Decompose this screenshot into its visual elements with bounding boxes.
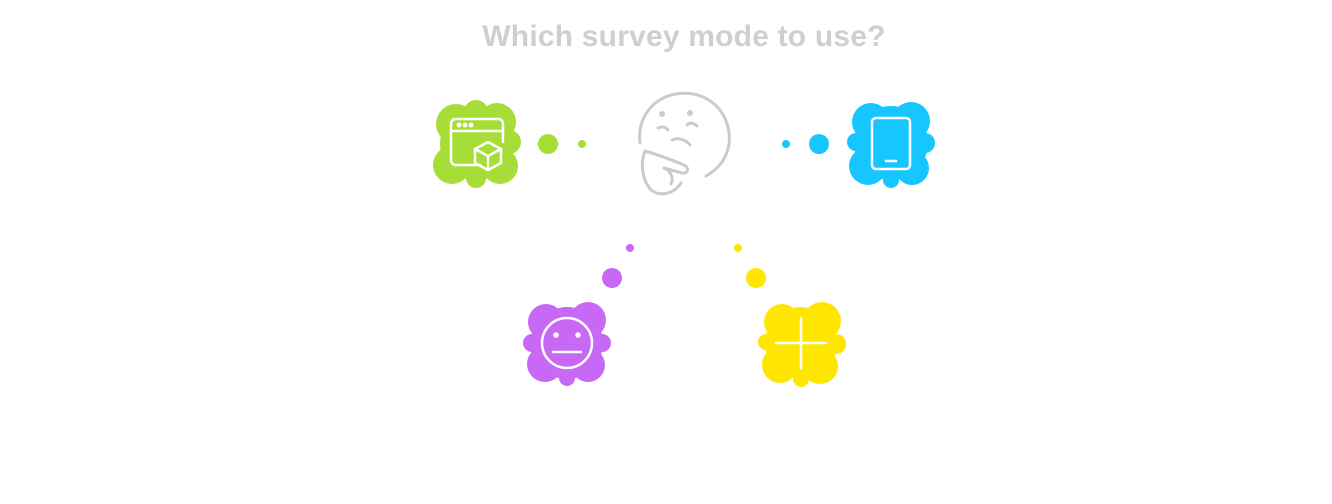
mobile-node [847,102,935,188]
purple-blob [523,302,611,386]
connector-dot [538,134,558,154]
neutral-connector-dots [602,244,634,288]
web-connector-dots [538,134,586,154]
connector-dot [602,268,622,288]
browser-box-icon [449,117,505,172]
connector-dot [626,244,634,252]
neutral-face-icon [540,316,594,370]
diagram-title: Which survey mode to use? [482,20,886,53]
connector-dot [809,134,829,154]
thinking-face-icon [638,91,731,196]
mobile-connector-dots [782,134,829,154]
blue-blob [847,102,935,188]
add-connector-dots [734,244,766,288]
neutral-node [523,302,611,386]
connector-dot [782,140,790,148]
connector-dot [734,244,742,252]
green-blob [433,100,521,188]
yellow-blob [758,302,846,387]
connector-dot [746,268,766,288]
plus-icon [774,316,828,370]
tablet-icon [870,116,912,171]
add-node [758,302,846,387]
connector-dot [578,140,586,148]
web-node [433,100,521,188]
